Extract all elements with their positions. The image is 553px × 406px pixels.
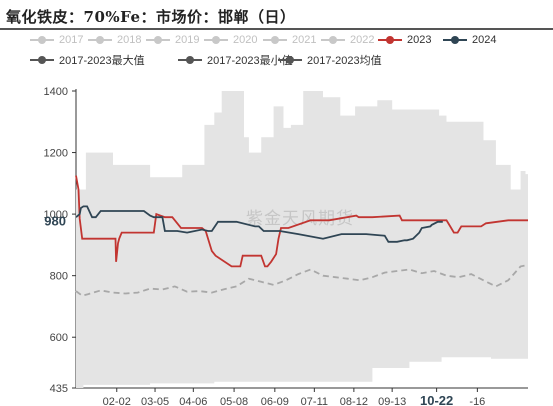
- legend-item-2017-2023均值[interactable]: 2017-2023均值: [278, 52, 382, 68]
- x-tick-label: 06-09: [261, 396, 289, 406]
- x-tick-label: 02-02: [103, 396, 131, 406]
- y-tick-label: 1400: [44, 86, 68, 98]
- legend-item-2017-2023最小值[interactable]: 2017-2023最小值: [178, 52, 293, 68]
- x-tick-label: 03-05: [141, 396, 169, 406]
- legend-label: 2019: [175, 34, 200, 46]
- legend-label: 2023: [407, 34, 432, 46]
- legend-label: 2017-2023最小值: [207, 55, 293, 67]
- x-tick-label: 10-22: [420, 393, 453, 406]
- y-tick-label: 800: [50, 271, 68, 283]
- x-tick-label: 05-08: [220, 396, 248, 406]
- legend-label: 2017-2023均值: [307, 55, 382, 67]
- y-tick-label: 435: [50, 383, 68, 395]
- x-tick-label: 09-13: [378, 396, 406, 406]
- y-tick-label: 1200: [44, 148, 68, 160]
- current-value-label: 980: [44, 213, 66, 228]
- y-tick-label: 600: [50, 332, 68, 344]
- legend-item-2019[interactable]: 2019: [146, 32, 199, 48]
- y-tick-label: 1000: [44, 209, 68, 221]
- legend-label: 2022: [350, 34, 375, 46]
- legend-item-2021[interactable]: 2021: [263, 32, 316, 48]
- legend-label: 2021: [292, 34, 317, 46]
- legend-label: 2020: [233, 34, 258, 46]
- x-tick-label: 08-12: [340, 396, 368, 406]
- legend-item-2017-2023最大值[interactable]: 2017-2023最大值: [30, 52, 145, 68]
- x-tick-label: -16: [469, 396, 485, 406]
- series-line-2023: [75, 175, 528, 268]
- legend-item-2017[interactable]: 2017: [30, 32, 83, 48]
- legend-item-2024[interactable]: 2024: [443, 32, 496, 48]
- legend-item-2022[interactable]: 2022: [321, 32, 374, 48]
- series-line-2024: [75, 205, 443, 243]
- watermark: 紫金天风期货: [246, 209, 354, 229]
- min-max-band: [76, 91, 528, 388]
- legend-label: 2018: [117, 34, 142, 46]
- legend-item-2018[interactable]: 2018: [88, 32, 141, 48]
- x-tick-label: 07-11: [301, 396, 328, 406]
- series-line-mean: [75, 264, 529, 297]
- legend-item-2023[interactable]: 2023: [378, 32, 431, 48]
- legend-label: 2017-2023最大值: [59, 55, 145, 67]
- title-divider: [0, 28, 553, 30]
- x-tick-label: 04-06: [179, 396, 207, 406]
- legend-label: 2024: [472, 34, 497, 46]
- chart-title: 氧化铁皮：70%Fe：市场价：邯郸（日）: [6, 8, 296, 26]
- legend-label: 2017: [59, 34, 84, 46]
- legend-item-2020[interactable]: 2020: [204, 32, 257, 48]
